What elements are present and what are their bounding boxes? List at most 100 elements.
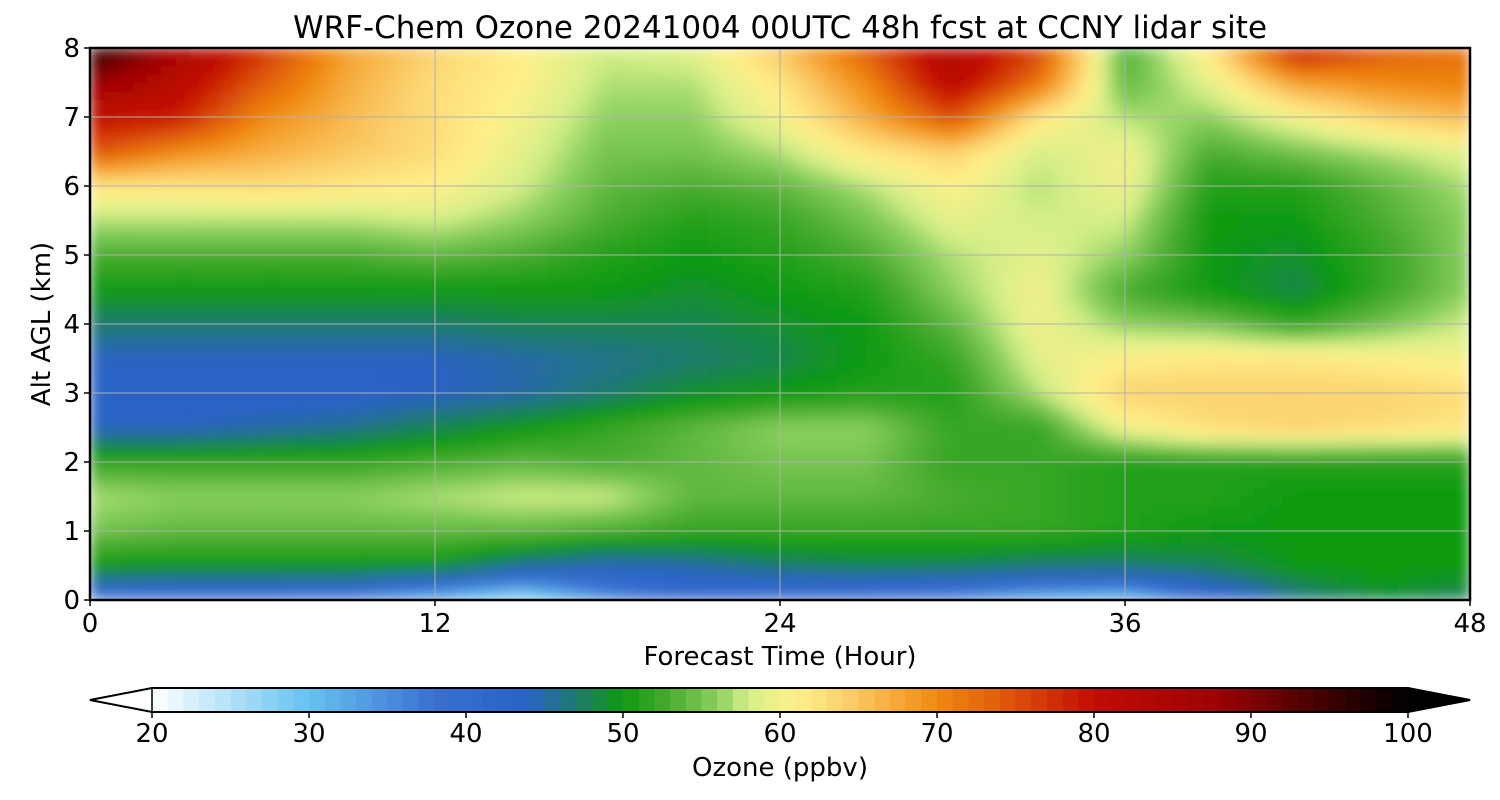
ozone-cell [995,340,1011,351]
ozone-cell [1110,470,1126,480]
ozone-cell [765,383,781,394]
ozone-cell [333,427,350,437]
ozone-cell [348,504,364,515]
ozone-cell [233,487,249,497]
ozone-cell [678,202,695,213]
ozone-cell [420,452,436,463]
ozone-cell [995,427,1011,437]
ozone-cell [563,64,580,75]
ozone-cell [765,340,781,351]
ozone-cell [535,358,551,368]
ozone-cell [218,478,235,489]
ozone-cell [664,202,680,213]
ozone-cell [132,401,148,411]
ozone-cell [779,547,795,558]
ozone-cell [348,392,364,403]
ozone-cell [650,116,666,127]
ozone-cell [420,314,436,325]
ozone-cell [319,383,335,394]
ozone-cell [103,142,120,152]
ozone-cell [1196,237,1212,247]
ozone-cell [362,280,378,290]
ozone-cell [190,64,206,75]
ozone-cell [233,237,249,247]
ozone-cell [204,211,220,221]
ozone-cell [118,461,134,472]
ozone-cell [923,133,939,144]
ozone-cell [908,392,925,403]
ozone-cell [132,107,148,118]
ozone-cell [722,306,738,316]
ozone-cell [233,202,249,213]
ozone-cell [1081,194,1097,204]
ozone-cell [664,254,680,265]
ozone-cell [362,401,378,411]
ozone-cell [520,461,537,472]
ozone-cell [966,254,982,265]
ozone-cell [1038,349,1054,359]
ozone-cell [880,383,896,394]
ozone-cell [578,64,594,75]
ozone-cell [578,82,594,92]
ozone-cell [937,418,953,428]
ozone-cell [147,151,163,161]
ozone-cell [822,513,838,523]
ozone-cell [894,151,910,161]
ozone-cell [908,452,925,463]
ozone-cell [549,590,565,600]
ozone-cell [1023,530,1040,541]
ozone-cell [103,125,120,135]
ozone-cell [1110,461,1126,472]
ozone-cell [937,56,953,66]
ozone-cell [103,487,120,497]
ozone-cell [506,573,522,584]
ozone-cell [923,194,939,204]
ozone-cell [621,116,637,127]
ozone-cell [765,435,781,446]
ozone-cell [563,504,580,515]
ozone-cell [966,125,982,135]
ozone-cell [405,211,422,221]
ozone-cell [822,427,838,437]
ozone-cell [693,582,709,592]
ozone-cell [1052,409,1068,420]
ozone-cell [506,418,522,428]
ozone-cell [147,366,163,377]
ozone-cell [262,530,278,541]
ozone-cell [894,487,910,497]
ozone-cell [707,254,723,265]
ozone-cell [391,461,407,472]
ozone-cell [190,513,206,523]
ozone-cell [463,280,479,290]
ozone-cell [506,401,522,411]
ozone-cell [118,220,134,230]
ozone-cell [405,470,422,480]
ozone-cell [880,116,896,127]
ozone-cell [808,263,824,273]
ozone-cell [204,487,220,497]
ozone-cell [247,470,263,480]
ozone-cell [908,176,925,187]
ozone-cell [808,116,824,127]
ozone-cell [1052,452,1068,463]
ozone-cell [865,478,882,489]
ozone-cell [980,375,997,385]
ozone-cell [765,366,781,377]
ozone-cell [362,340,378,351]
ozone-cell [894,547,910,558]
ozone-cell [1095,573,1112,584]
ozone-cell [1182,168,1198,178]
ozone-cell [592,228,608,239]
ozone-cell [736,487,752,497]
ozone-cell [362,478,378,489]
ozone-cell [247,461,263,472]
ozone-cell [635,418,652,428]
ozone-cell [722,151,738,161]
ozone-cell [492,504,508,515]
ozone-cell [405,539,422,549]
ozone-cell [980,530,997,541]
ozone-cell [535,56,551,66]
ozone-cell [132,289,148,299]
ozone-cell [348,56,364,66]
ozone-cell [908,366,925,377]
